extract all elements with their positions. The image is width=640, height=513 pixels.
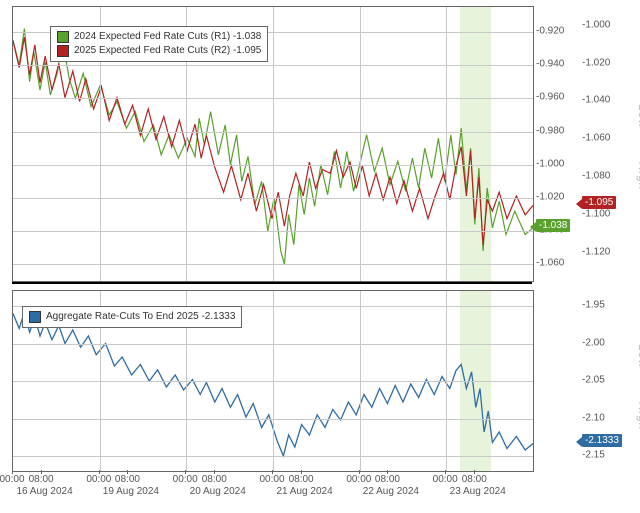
legend-row: 2024 Expected Fed Rate Cuts (R1) -1.038 [57,30,261,44]
legend-label: 2024 Expected Fed Rate Cuts (R1) -1.038 [74,30,261,44]
badge-arrow [576,199,582,209]
x-date-label: 23 Aug 2024 [450,486,506,497]
y-tick-r1: -0.980 [536,125,564,136]
y-tick-r1: -1.020 [536,191,564,202]
x-hour-label: 08:00 [375,474,400,485]
x-date-label: 20 Aug 2024 [190,486,246,497]
x-date-label: 22 Aug 2024 [363,486,419,497]
x-date-label: 21 Aug 2024 [276,486,332,497]
panel-divider [12,282,532,284]
x-hour-label: 00:00 [433,474,458,485]
badge-arrow [576,437,582,447]
x-hour-label: 08:00 [29,474,54,485]
x-hour-label: 08:00 [202,474,227,485]
legend-swatch [57,45,69,57]
y-tick-r1: -0.960 [536,92,564,103]
x-hour-label: 00:00 [173,474,198,485]
value-badge: -2.1333 [582,434,622,447]
y-tick-bottom: -2.05 [582,375,605,386]
y-tick-r2: -1.080 [582,171,610,182]
y-tick-r2: -1.040 [582,95,610,106]
y-tick-bottom: -1.95 [582,300,605,311]
x-hour-label: 08:00 [462,474,487,485]
y-tick-bottom: -2.15 [582,450,605,461]
legend-swatch [29,311,41,323]
y-tick-r1: -1.060 [536,258,564,269]
y-tick-bottom: -2.10 [582,412,605,423]
side-label-top: Low ==> High [636,104,640,190]
y-tick-r2: -1.060 [582,133,610,144]
x-date-label: 19 Aug 2024 [103,486,159,497]
x-hour-label: 00:00 [346,474,371,485]
y-tick-r1: -0.920 [536,25,564,36]
x-hour-label: 08:00 [115,474,140,485]
legend-label: 2025 Expected Fed Rate Cuts (R2) -1.095 [74,44,261,58]
x-hour-label: 00:00 [86,474,111,485]
legend-bottom: Aggregate Rate-Cuts To End 2025 -2.1333 [22,306,242,328]
legend-label: Aggregate Rate-Cuts To End 2025 -2.1333 [46,310,235,324]
x-hour-label: 08:00 [289,474,314,485]
legend-top: 2024 Expected Fed Rate Cuts (R1) -1.0382… [50,26,268,62]
badge-arrow [530,222,536,232]
value-badge: -1.095 [582,196,616,209]
legend-swatch [57,31,69,43]
legend-row: 2025 Expected Fed Rate Cuts (R2) -1.095 [57,44,261,58]
x-hour-label: 00:00 [259,474,284,485]
y-tick-r2: -1.100 [582,208,610,219]
side-label-bottom: Low ==> High [636,344,640,430]
x-date-label: 16 Aug 2024 [16,486,72,497]
y-tick-r2: -1.120 [582,246,610,257]
y-tick-r1: -1.000 [536,158,564,169]
y-tick-r2: -1.000 [582,19,610,30]
x-hour-label: 00:00 [0,474,25,485]
y-tick-r1: -0.940 [536,59,564,70]
legend-row: Aggregate Rate-Cuts To End 2025 -2.1333 [29,310,235,324]
value-badge: -1.038 [536,219,570,232]
y-tick-bottom: -2.00 [582,337,605,348]
y-tick-r2: -1.020 [582,57,610,68]
chart-container: 2024 Expected Fed Rate Cuts (R1) -1.0382… [0,0,640,513]
